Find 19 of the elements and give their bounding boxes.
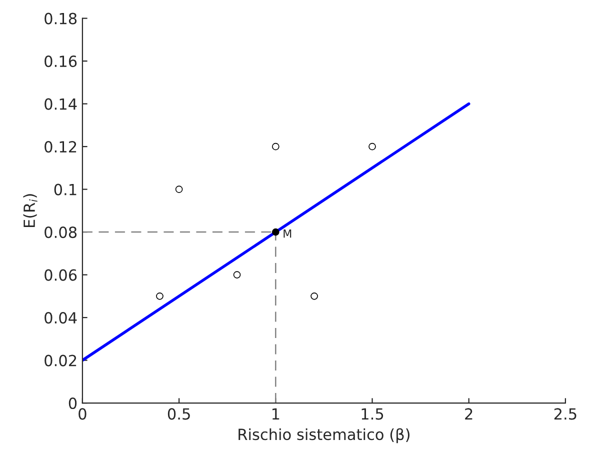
y-tick-label: 0.18: [44, 12, 77, 24]
x-tick-label: 2.5: [554, 408, 576, 420]
x-tick-label: 0.5: [168, 408, 190, 420]
y-tick-label: 0.16: [44, 56, 77, 68]
y-tick-label: 0.1: [54, 184, 76, 196]
y-tick-label: 0.14: [44, 98, 77, 110]
y-tick-label: 0: [68, 398, 77, 410]
y-tick-label: 0.02: [44, 354, 76, 366]
x-tick-label: 2: [465, 408, 472, 420]
y-tick-label: 0.12: [44, 141, 76, 153]
x-tick-label: 1: [272, 408, 280, 420]
x-axis-title: Rischio sistematico (β): [238, 428, 410, 444]
y-axis-title: E(R$_{i}$): [23, 194, 38, 228]
annotation: M: [284, 230, 292, 238]
x-tick-label: 0: [78, 408, 86, 420]
y-tick-label: 0.04: [44, 312, 77, 324]
x-tick-label: 1.5: [362, 408, 384, 420]
y-tick-label: 0.06: [44, 269, 77, 281]
y-tick-label: 0.08: [44, 226, 77, 238]
